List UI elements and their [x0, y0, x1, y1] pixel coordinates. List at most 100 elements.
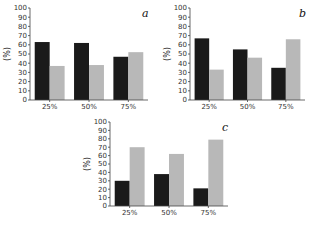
x-tick-label: 50% — [81, 103, 97, 111]
y-tick-label: 0 — [103, 202, 107, 210]
y-tick — [28, 44, 30, 45]
x-tick — [209, 100, 210, 102]
x-tick-label: 75% — [121, 103, 137, 111]
y-tick — [108, 164, 110, 165]
y-tick — [28, 90, 30, 91]
y-tick-label: 90 — [18, 14, 27, 22]
bar — [74, 43, 89, 100]
y-tick — [108, 130, 110, 131]
y-tick — [188, 54, 190, 55]
y-tick-label: 80 — [18, 23, 27, 31]
y-axis-label: (%) — [3, 47, 12, 61]
bar — [128, 52, 143, 100]
x-tick-label: 50% — [240, 103, 256, 111]
x-tick — [89, 100, 90, 102]
y-tick — [28, 63, 30, 64]
y-tick — [188, 26, 190, 27]
panel: 010203040506070809010025%50%75%(%)c — [83, 118, 228, 217]
bar — [248, 58, 263, 100]
bar — [50, 66, 65, 100]
y-tick — [108, 138, 110, 139]
y-tick — [108, 155, 110, 156]
y-tick — [188, 8, 190, 9]
y-tick — [188, 44, 190, 45]
y-tick-label: 40 — [178, 60, 187, 68]
y-tick-label: 90 — [98, 127, 107, 135]
bar — [130, 147, 145, 206]
y-tick — [188, 81, 190, 82]
y-tick — [188, 100, 190, 101]
bar — [35, 42, 50, 100]
y-tick-label: 10 — [18, 87, 27, 95]
y-axis-label: (%) — [83, 157, 92, 171]
x-tick — [247, 100, 248, 102]
y-tick — [28, 81, 30, 82]
y-tick — [108, 147, 110, 148]
y-axis-label: (%) — [163, 47, 172, 61]
panel-label: a — [142, 7, 149, 20]
y-tick-label: 50 — [18, 50, 27, 58]
x-tick — [49, 100, 50, 102]
bar — [193, 188, 208, 206]
y-tick-label: 100 — [174, 4, 187, 12]
bar — [209, 70, 224, 100]
panel: 010203040506070809010025%50%75%(%)b — [163, 4, 306, 111]
y-tick-label: 70 — [98, 144, 107, 152]
bar — [169, 154, 184, 206]
y-tick-label: 50 — [98, 160, 107, 168]
y-tick-label: 50 — [178, 50, 187, 58]
y-tick-label: 40 — [98, 169, 107, 177]
x-tick-label: 25% — [122, 209, 138, 217]
y-tick-label: 40 — [18, 60, 27, 68]
y-tick-label: 0 — [23, 96, 27, 104]
y-tick-label: 70 — [18, 32, 27, 40]
bar — [233, 49, 248, 100]
bar — [113, 57, 128, 100]
y-tick-label: 10 — [178, 87, 187, 95]
x-tick — [129, 206, 130, 208]
bars — [35, 42, 144, 100]
bar — [286, 39, 301, 100]
y-tick — [28, 26, 30, 27]
y-tick — [188, 72, 190, 73]
y-tick-label: 90 — [178, 14, 187, 22]
y-tick — [108, 206, 110, 207]
y-tick-label: 20 — [178, 78, 187, 86]
y-tick-label: 60 — [178, 41, 187, 49]
y-tick — [108, 172, 110, 173]
y-tick-label: 0 — [183, 96, 187, 104]
x-tick — [169, 206, 170, 208]
x-tick — [285, 100, 286, 102]
y-tick — [28, 100, 30, 101]
y-tick-label: 20 — [18, 78, 27, 86]
y-tick — [188, 63, 190, 64]
y-tick — [188, 35, 190, 36]
y-tick-label: 60 — [18, 41, 27, 49]
y-tick — [28, 54, 30, 55]
y-tick — [108, 189, 110, 190]
y-tick-label: 70 — [178, 32, 187, 40]
y-tick — [188, 90, 190, 91]
bar — [115, 181, 130, 206]
y-tick — [108, 122, 110, 123]
y-tick-label: 20 — [98, 186, 107, 194]
bars — [195, 38, 301, 100]
y-tick-label: 100 — [14, 4, 27, 12]
x-tick-label: 25% — [42, 103, 58, 111]
x-tick — [128, 100, 129, 102]
bar — [89, 65, 104, 100]
x-tick-label: 25% — [201, 103, 217, 111]
x-tick-label: 75% — [278, 103, 294, 111]
y-tick — [28, 8, 30, 9]
panel-label: c — [222, 121, 228, 134]
y-tick — [28, 72, 30, 73]
y-tick-label: 30 — [178, 69, 187, 77]
y-tick-label: 80 — [178, 23, 187, 31]
y-tick-label: 60 — [98, 152, 107, 160]
y-tick-label: 30 — [18, 69, 27, 77]
y-tick-label: 100 — [94, 118, 107, 126]
y-tick-label: 10 — [98, 194, 107, 202]
y-tick-label: 80 — [98, 135, 107, 143]
bar — [271, 68, 286, 100]
y-tick — [108, 197, 110, 198]
